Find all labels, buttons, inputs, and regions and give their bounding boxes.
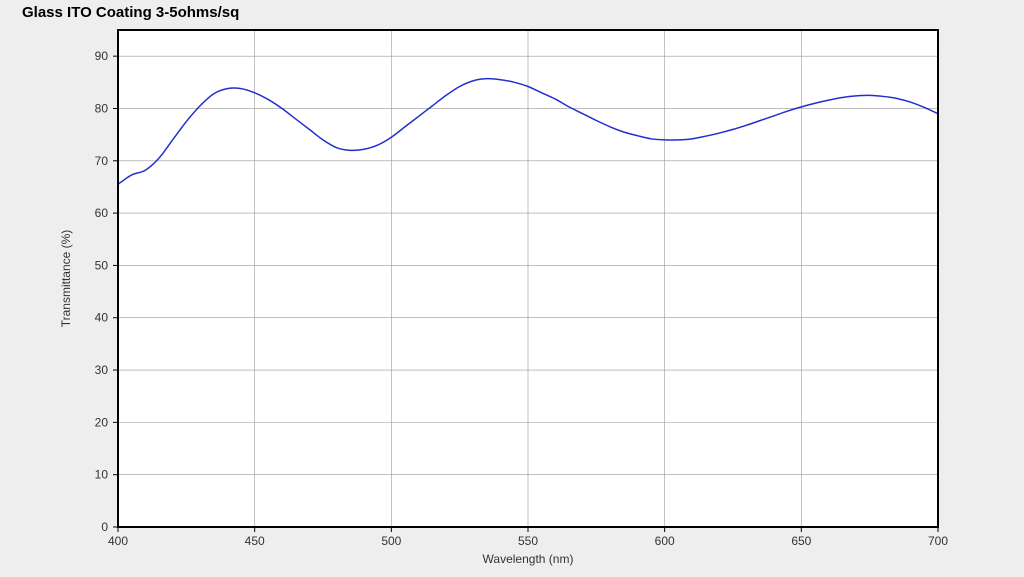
x-tick-label: 500 xyxy=(381,534,401,548)
y-tick-label: 0 xyxy=(101,520,108,534)
y-tick-label: 40 xyxy=(95,311,109,325)
line-chart: 400 450 500 550 600 650 700 10 20 30 40 50 60 70 80 90 0… xyxy=(0,0,1024,577)
y-tick-label: 20 xyxy=(95,415,109,429)
y-tick-label: 60 xyxy=(95,206,109,220)
y-tick-label: 50 xyxy=(95,258,109,272)
x-tick-label: 550 xyxy=(518,534,538,548)
x-tick-label: 600 xyxy=(655,534,675,548)
x-tick-label: 650 xyxy=(791,534,811,548)
chart-container: Glass ITO Coating 3-5ohms/sq 40045050055… xyxy=(0,0,1024,577)
y-tick-label: 90 xyxy=(95,49,109,63)
chart-title: Glass ITO Coating 3-5ohms/sq xyxy=(22,4,239,21)
x-axis-label: Wavelength (nm) xyxy=(483,552,574,566)
y-tick-label: 30 xyxy=(95,363,109,377)
x-tick-label: 400 xyxy=(108,534,128,548)
y-tick-label: 70 xyxy=(95,154,109,168)
x-tick-label: 700 xyxy=(928,534,948,548)
y-tick-label: 80 xyxy=(95,101,109,115)
x-tick-label: 450 xyxy=(245,534,265,548)
y-tick-label: 10 xyxy=(95,468,109,482)
y-axis-label: Transmittance (%) xyxy=(59,230,73,328)
